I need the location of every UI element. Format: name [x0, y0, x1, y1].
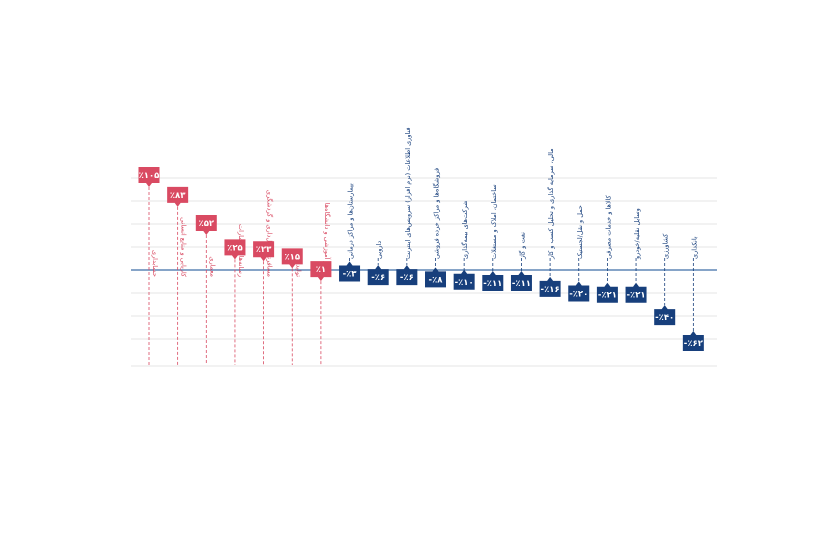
bar-marker [396, 265, 418, 286]
category-label: شرکت‌های بیمه‌گذاری [461, 200, 469, 259]
value-label: -٪۲۱ [598, 291, 617, 301]
bar-marker [596, 282, 618, 303]
category-label: فروشگاه‌ها و مراکز خرده فروشی [433, 168, 441, 259]
value-label: -٪۱۱ [483, 279, 502, 289]
value-label: -٪۶ [400, 273, 414, 283]
category-label: حمل و نقل/لجستیک [576, 205, 584, 259]
category-label: کالاها و خدمات مصرفی [604, 194, 612, 259]
bar-marker [253, 241, 275, 262]
value-label: ٪۱ [316, 265, 326, 275]
bar-marker [167, 186, 189, 207]
category-label: معماری [208, 256, 216, 277]
category-label: بیمارستان‌ها و مراکز درمانی [347, 183, 355, 259]
category-label: نفت و گاز [518, 232, 526, 260]
bar-marker [281, 248, 303, 269]
category-label: فناوری اطلاعات (نرم افزار) سرویس‌های این… [404, 127, 412, 259]
category-label: رسانه‌ها و انتشارات [237, 224, 245, 277]
bar-marker [367, 265, 389, 286]
bar-marker [625, 282, 647, 303]
value-label: ٪۱۵ [284, 252, 300, 262]
value-label: -٪۸ [429, 275, 444, 285]
category-label: مالی، سرمایه گذاری و تحلیل کسب و کار [547, 148, 555, 260]
bar-marker [310, 261, 332, 282]
value-label: ٪۲۳ [256, 245, 272, 255]
bar-marker [453, 269, 475, 290]
category-label: ساختمان، املاک و مستغلات [490, 184, 498, 259]
value-label: -٪۲۱ [627, 291, 646, 301]
value-label: -٪۴۰ [655, 313, 674, 323]
gridlines [131, 177, 717, 367]
bar-marker [682, 331, 704, 351]
value-label: -٪۱۱ [512, 279, 531, 289]
bar-marker [482, 270, 504, 291]
value-label: -٪۶ [371, 273, 385, 283]
value-label: -٪۲۰ [569, 290, 588, 300]
category-label: کشاورزی [662, 233, 670, 259]
bar-marker [510, 270, 532, 291]
value-label: -٪۱۶ [541, 285, 560, 295]
value-label: ٪۸۳ [170, 191, 186, 201]
category-label: کاریابی و منابع انسانی [180, 217, 188, 278]
value-label: -٪۶۲ [684, 339, 704, 349]
category-label: حسابداری [151, 250, 159, 277]
category-label: مراکز آموزشی و دانشگاه‌ها [323, 203, 332, 277]
bar-marker [138, 167, 160, 187]
value-label: ٪۵۲ [199, 219, 215, 229]
bar-marker [224, 239, 246, 260]
category-label: دارویی [375, 241, 383, 259]
value-label: -٪۱۰ [455, 278, 474, 288]
category-label: بانکداری [690, 236, 698, 259]
chart-marks: حسابداری ٪۱۰۵ کاریابی و منابع انسانی ٪۸۳ معم… [138, 127, 704, 365]
bar-marker [339, 261, 361, 282]
category-label: وسایل نقلیه/خودرو [633, 208, 641, 260]
bar-marker [425, 267, 446, 288]
value-label: -٪۳ [343, 270, 358, 280]
value-label: ٪۱۰۵ [139, 171, 160, 181]
category-label: مسافرتی، هتل‌داری و گردشگری [266, 190, 274, 277]
bar-marker [568, 281, 590, 302]
bar-marker [195, 214, 217, 235]
bar-marker [654, 305, 676, 326]
value-label: ٪۲۵ [227, 243, 243, 253]
category-label: تولیدی [294, 259, 302, 277]
bar-marker [539, 276, 561, 297]
